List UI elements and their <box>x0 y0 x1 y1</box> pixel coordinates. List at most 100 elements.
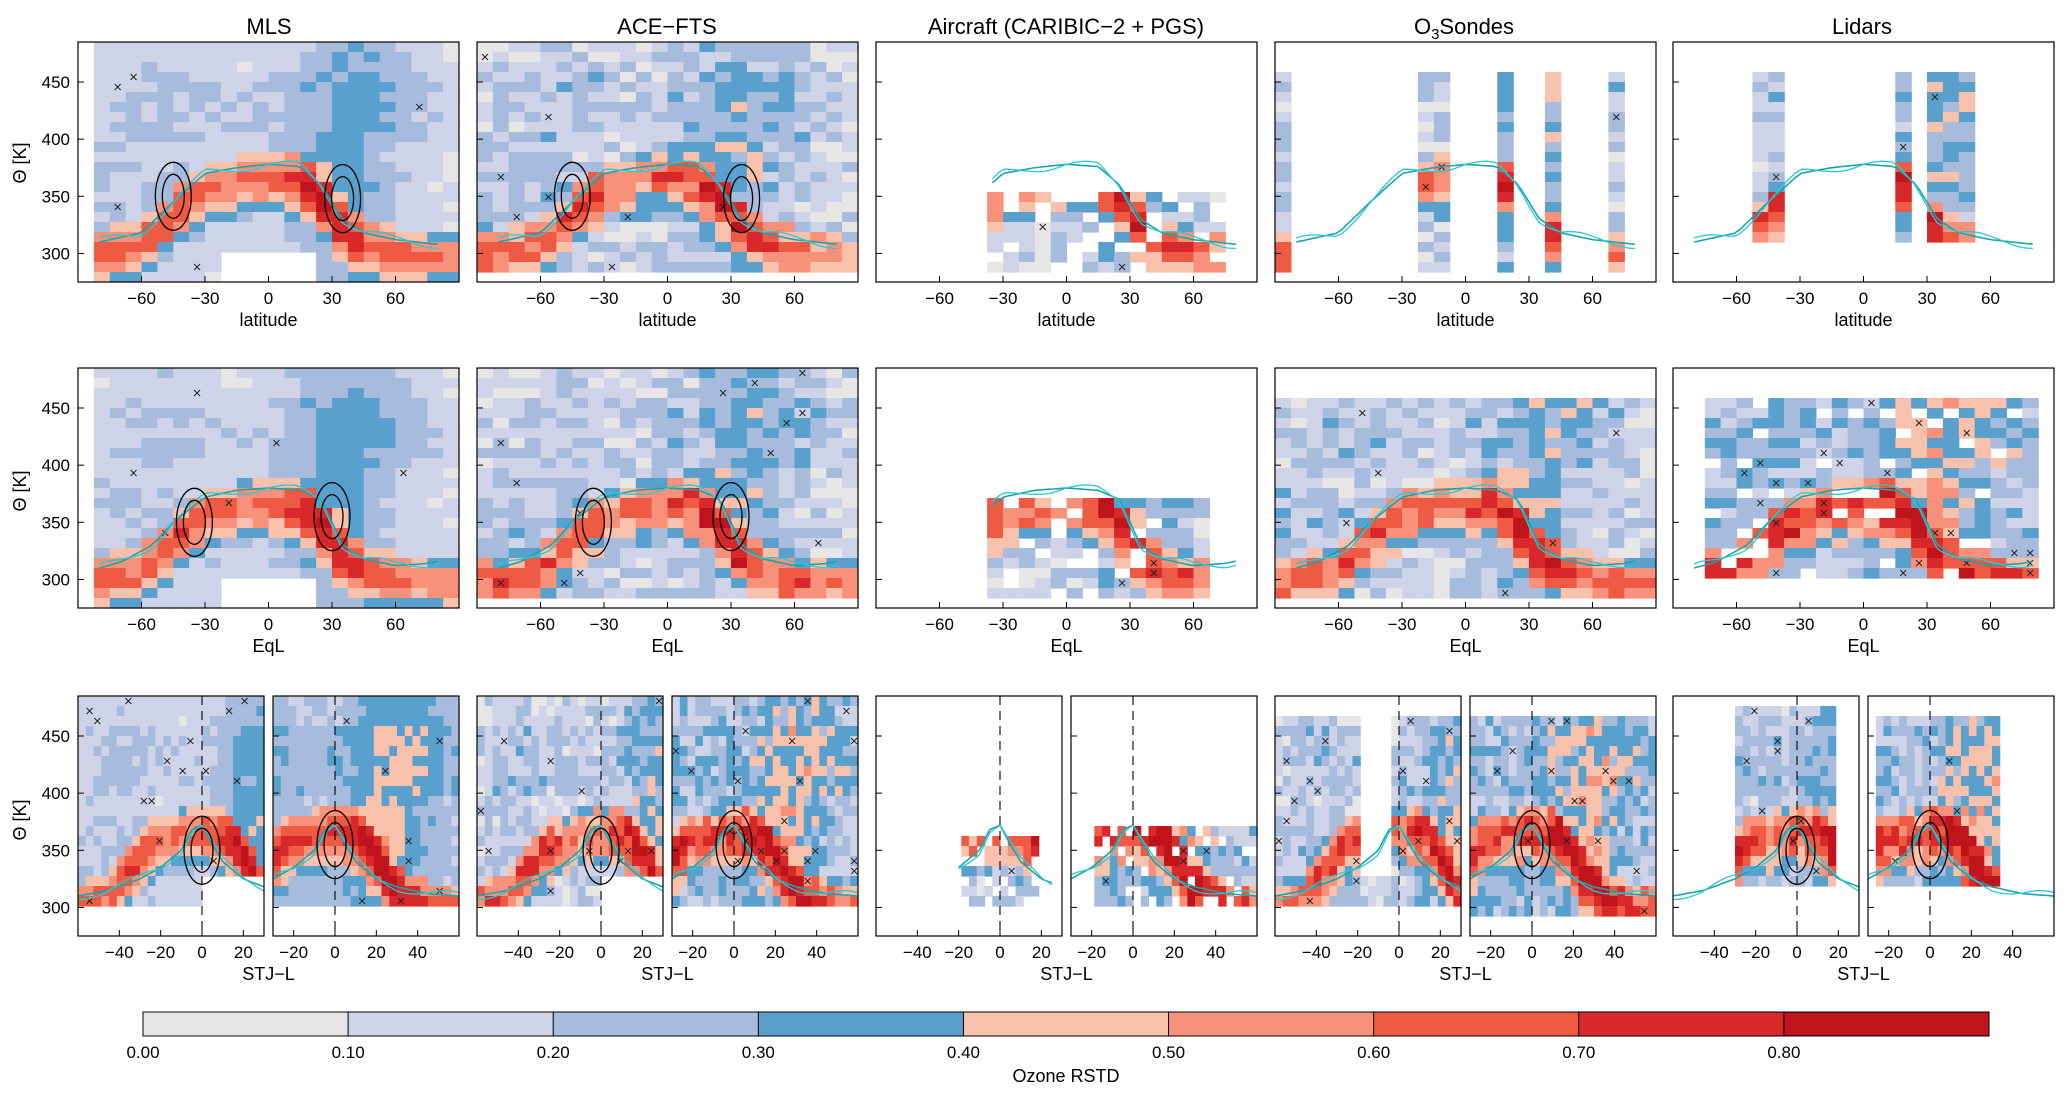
panel-r3-c1-right-cell <box>350 826 359 837</box>
panel-r3-c1-left-cell <box>85 826 95 837</box>
panel-r2-c4-cell <box>1608 488 1625 499</box>
panel-r1-c2-cell <box>651 122 669 133</box>
panel-r2-c4-cell <box>1624 588 1641 599</box>
panel-r3-c1-right-cell <box>350 876 359 887</box>
panel-r3-c1-right-cell <box>280 896 290 907</box>
panel-r2-c1-cell <box>395 378 412 389</box>
panel-r1-c2-cell <box>746 242 764 253</box>
panel-r3-c1-right-cell <box>428 766 437 777</box>
panel-r2-c4-cell <box>1386 568 1403 579</box>
panel-r2-c4-cell <box>1592 408 1609 419</box>
panel-r2-c1-cell <box>220 508 238 519</box>
panel-r3-c2-left-cell <box>577 746 587 757</box>
panel-r2-c3-cell <box>1098 498 1115 509</box>
panel-r1-c5-cell <box>1895 182 1912 193</box>
panel-r1-c1-cell <box>173 92 190 103</box>
panel-r2-c3: −60 −30 0 30 60 <box>875 367 1258 634</box>
panel-r2-c3-cell <box>1177 588 1195 599</box>
panel-r2-c2-cell <box>508 568 526 579</box>
panel-r2-c1-cell <box>141 408 158 419</box>
panel-r3-c1-left-cell <box>147 856 157 867</box>
panel-r1-c1-cell <box>93 172 111 183</box>
panel-r1-c5-cell <box>1942 162 1960 173</box>
panel-r2-c2-cell <box>778 498 796 509</box>
panel-r2-c2-cell <box>746 508 764 519</box>
panel-r3-c1-left-cell <box>186 796 195 807</box>
panel-r2-c4-cell <box>1354 468 1371 479</box>
panel-r1-c1-cell <box>395 172 412 183</box>
panel-r2-c1-cell <box>173 428 190 439</box>
panel-r2-c3-cell <box>987 518 1004 529</box>
panel-r2-c2-cell <box>794 468 811 479</box>
panel-r1-c4-cell <box>1275 222 1292 233</box>
panel-r2-c5-cell <box>1879 518 1896 529</box>
panel-r2-c2-cell <box>477 458 494 469</box>
panel-r1-c4-cell <box>1433 112 1451 123</box>
xlabel-r2-c2: EqL <box>651 636 683 656</box>
panel-r3-c1-left-cell <box>101 876 110 887</box>
panel-r2-c5-cell <box>2022 438 2039 449</box>
panel-r3-c1-left-cell <box>217 696 226 707</box>
panel-r2-c2-cell <box>683 388 700 399</box>
panel-r3-c2-left-cell <box>647 706 656 717</box>
panel-r1-c1-cell <box>157 62 174 73</box>
panel-r2-c4-cell <box>1465 478 1482 489</box>
panel-r2-c5-cell <box>1911 448 1928 459</box>
panel-r2-c5-cell <box>1895 458 1912 469</box>
panel-r1-c2-cell <box>556 182 573 193</box>
panel-r1-c2-cell <box>508 42 526 53</box>
panel-r2-c2-cell <box>572 488 589 499</box>
panel-r2-c5-cell <box>1974 448 1992 459</box>
panel-r1-c2-cell <box>540 62 557 73</box>
panel-r1-c2-cell <box>826 202 843 213</box>
panel-r2-c4-cell <box>1402 548 1419 559</box>
panel-r2-c5-cell <box>1800 548 1817 559</box>
panel-r3-c1-right-cell <box>412 776 421 787</box>
panel-r1-c4-cell <box>1275 172 1292 183</box>
panel-r2-c2-tropopause-line-alt <box>497 484 837 569</box>
panel-r1-c2-cell <box>651 82 669 93</box>
panel-r1-c5-cell <box>1895 122 1912 133</box>
panel-r2-c1-cell <box>363 418 381 429</box>
panel-r1-c2-cell <box>683 122 700 133</box>
panel-r3-c2-left-cell <box>539 696 548 707</box>
panel-r2-c5-cell <box>1768 448 1785 459</box>
panel-r3-c2-left-cell <box>601 736 610 747</box>
panel-r3-c1-left-cell <box>147 746 157 757</box>
panel-r2-c5-cell <box>1752 468 1769 479</box>
panel-r2-c1-cell <box>379 598 397 609</box>
panel-r2-c3-cell <box>1161 508 1179 519</box>
panel-r3-c1-left-cell <box>140 856 149 867</box>
panel-r1-c2-cell <box>524 132 542 143</box>
panel-r3-c1-left-cell <box>240 846 250 857</box>
panel-r2-c4-cell <box>1608 508 1625 519</box>
panel-r2-c1-cell <box>236 368 254 379</box>
panel-r1-c1-cell <box>379 122 397 133</box>
panel-r3-c1-left-cell <box>240 786 250 797</box>
panel-r2-c2-cross-mark <box>814 539 822 547</box>
panel-r2-c2-cell <box>731 488 748 499</box>
panel-r1-c2-cell <box>826 162 843 173</box>
panel-r2-c2-cell <box>588 518 605 529</box>
panel-r1-c2-cell <box>588 202 605 213</box>
panel-r3-c1-right-cell <box>335 886 344 897</box>
panel-r2-c1-cell <box>252 388 270 399</box>
panel-r3-c2-left-cell <box>515 776 525 787</box>
panel-r1-c5-cell <box>1927 142 1944 153</box>
panel-r2-c2-cell <box>715 408 732 419</box>
panel-r2-c2-cell <box>746 388 764 399</box>
panel-r2-c2-cell <box>746 398 764 409</box>
panel-r1-c4-cell <box>1275 152 1292 163</box>
panel-r2-c3-cell <box>1098 568 1115 579</box>
panel-r3-c1-right-cell <box>420 856 429 867</box>
panel-r1-c2-cell <box>619 232 637 243</box>
panel-r1-c4-cell <box>1275 102 1292 113</box>
panel-r2-c1-cell <box>125 588 143 599</box>
panel-r2-c1-cell <box>157 408 174 419</box>
panel-r2-c1-cell <box>363 508 381 519</box>
panel-r3-c1-left-xtick-label: −40 <box>105 943 134 962</box>
panel-r2-c5-cell <box>1942 438 1960 449</box>
panel-r2-c1-cell <box>205 478 222 489</box>
panel-r1-c1-cell <box>347 72 365 83</box>
panel-r3-c1-right-cell <box>350 846 359 857</box>
